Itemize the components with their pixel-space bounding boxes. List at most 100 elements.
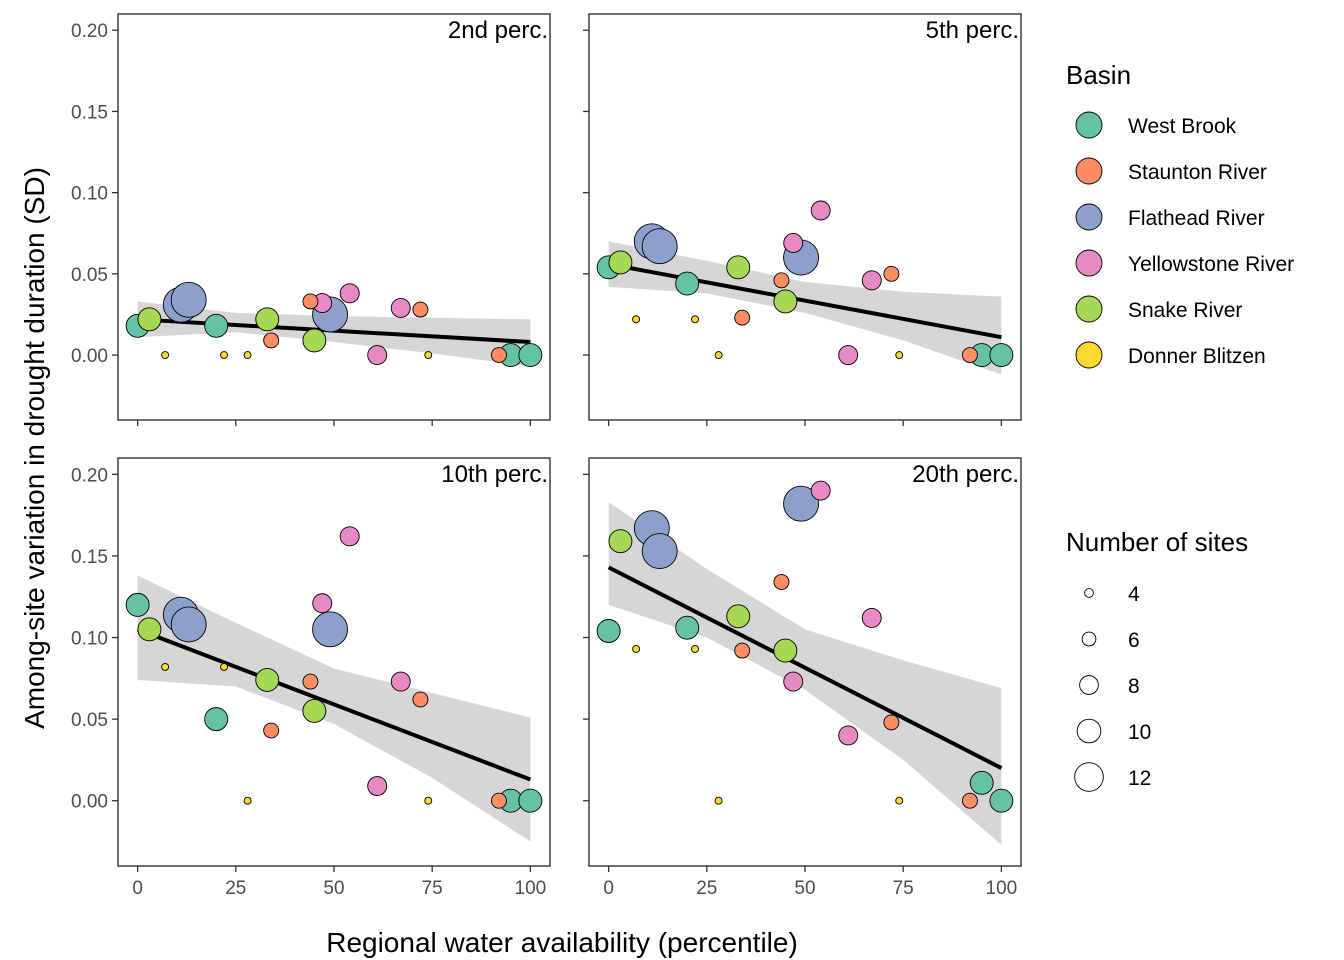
y-tick-label: 0.15 — [71, 547, 108, 568]
y-tick-label: 0.20 — [71, 21, 108, 42]
data-point — [810, 200, 831, 221]
basin-legend: Basin West Brook Staunton River Flathead R… — [1066, 60, 1294, 369]
confidence-band — [137, 301, 531, 367]
data-point — [675, 271, 700, 296]
legend-label-basin: West Brook — [1128, 115, 1237, 138]
x-tick-label: 75 — [422, 878, 443, 899]
y-tick-label: 0.00 — [71, 346, 108, 367]
data-point — [714, 796, 723, 805]
data-point — [518, 343, 543, 367]
data-point — [773, 272, 790, 289]
data-point — [161, 662, 170, 671]
confidence-band — [608, 502, 1002, 845]
panel-4: 20th perc. 0 25 50 75 100 — [583, 457, 1022, 899]
legend-key-size — [1084, 588, 1094, 598]
data-point — [895, 796, 904, 805]
data-point — [691, 315, 699, 324]
regression-line — [136, 627, 532, 782]
data-point — [773, 574, 790, 590]
y-tick-label: 0.10 — [71, 184, 108, 205]
data-point — [726, 604, 751, 629]
panel-3: 10th perc. 0.00 0.05 0.10 0.15 0.20 0 25 50 75 100 — [71, 457, 551, 899]
data-point — [204, 313, 229, 338]
data-point — [412, 301, 429, 318]
legend-label-basin: Donner Blitzen — [1128, 345, 1266, 368]
panel-label: 5th perc. — [926, 17, 1019, 44]
data-point — [961, 347, 978, 363]
regression-line — [607, 565, 1003, 770]
size-legend: Number of sites 4 6 8 10 12 — [1066, 527, 1248, 792]
legend-key-basin — [1075, 341, 1103, 369]
data-point — [641, 533, 678, 569]
data-point — [339, 283, 360, 304]
data-point — [302, 293, 319, 310]
data-point — [424, 351, 433, 359]
data-point — [596, 619, 621, 643]
data-point — [714, 351, 723, 359]
x-tick-label: 0 — [603, 878, 614, 899]
data-point — [170, 606, 207, 643]
data-point — [969, 770, 994, 795]
basin-legend-title: Basin — [1066, 60, 1131, 90]
legend-label-size: 12 — [1128, 767, 1151, 790]
legend-label-basin: Snake River — [1128, 299, 1242, 322]
legend-key-basin — [1075, 295, 1103, 323]
size-legend-title: Number of sites — [1066, 527, 1248, 557]
data-point — [883, 265, 900, 282]
y-axis-title: Among-site variation in drought duration… — [19, 167, 50, 729]
legend-key-size — [1074, 762, 1104, 792]
x-tick-label: 0 — [132, 878, 143, 899]
legend-label-size: 8 — [1128, 675, 1140, 698]
panel-1: 2nd perc. 0.00 0.05 0.10 0.15 0.20 — [71, 13, 551, 426]
data-point — [125, 592, 150, 617]
data-point — [734, 309, 751, 326]
data-point — [518, 788, 543, 813]
data-point — [339, 526, 360, 547]
legend-label-basin: Flathead River — [1128, 207, 1265, 230]
legend-label-basin: Staunton River — [1128, 161, 1267, 184]
data-point — [608, 250, 633, 275]
y-tick-label: 0.05 — [71, 265, 108, 286]
data-point — [255, 307, 280, 332]
data-point — [490, 792, 507, 809]
legend-label-size: 10 — [1128, 721, 1151, 744]
x-tick-label: 50 — [323, 878, 344, 899]
legend-key-basin — [1075, 203, 1103, 231]
data-point — [204, 707, 229, 732]
legend-key-size — [1079, 675, 1099, 695]
data-point — [302, 673, 319, 690]
data-point — [691, 644, 699, 653]
data-point — [632, 315, 641, 324]
data-point — [170, 281, 207, 318]
legend-key-basin — [1075, 249, 1103, 277]
y-tick-label: 0.00 — [71, 792, 108, 813]
data-point — [734, 642, 751, 659]
data-point — [243, 796, 252, 805]
y-tick-label: 0.15 — [71, 102, 108, 123]
data-point — [220, 351, 228, 359]
data-point — [773, 289, 798, 314]
data-point — [783, 671, 804, 692]
x-tick-label: 25 — [696, 878, 717, 899]
data-point — [895, 351, 904, 359]
data-point — [490, 347, 507, 363]
data-point — [367, 345, 388, 365]
y-tick-label: 0.05 — [71, 710, 108, 731]
data-point — [773, 638, 798, 663]
x-tick-label: 100 — [986, 878, 1018, 899]
data-point — [255, 668, 280, 692]
panel-label: 20th perc. — [912, 461, 1019, 488]
legend-key-basin — [1075, 157, 1103, 185]
legend-label-basin: Yellowstone River — [1128, 253, 1294, 276]
data-point — [367, 776, 388, 796]
panel-label: 2nd perc. — [448, 17, 548, 44]
confidence-band — [608, 241, 1002, 375]
x-tick-label: 25 — [225, 878, 246, 899]
data-point — [424, 796, 433, 805]
data-point — [302, 328, 327, 353]
x-tick-label: 75 — [893, 878, 914, 899]
legend-key-size — [1081, 631, 1097, 647]
data-point — [312, 611, 349, 648]
data-point — [312, 593, 333, 614]
data-point — [726, 255, 751, 280]
